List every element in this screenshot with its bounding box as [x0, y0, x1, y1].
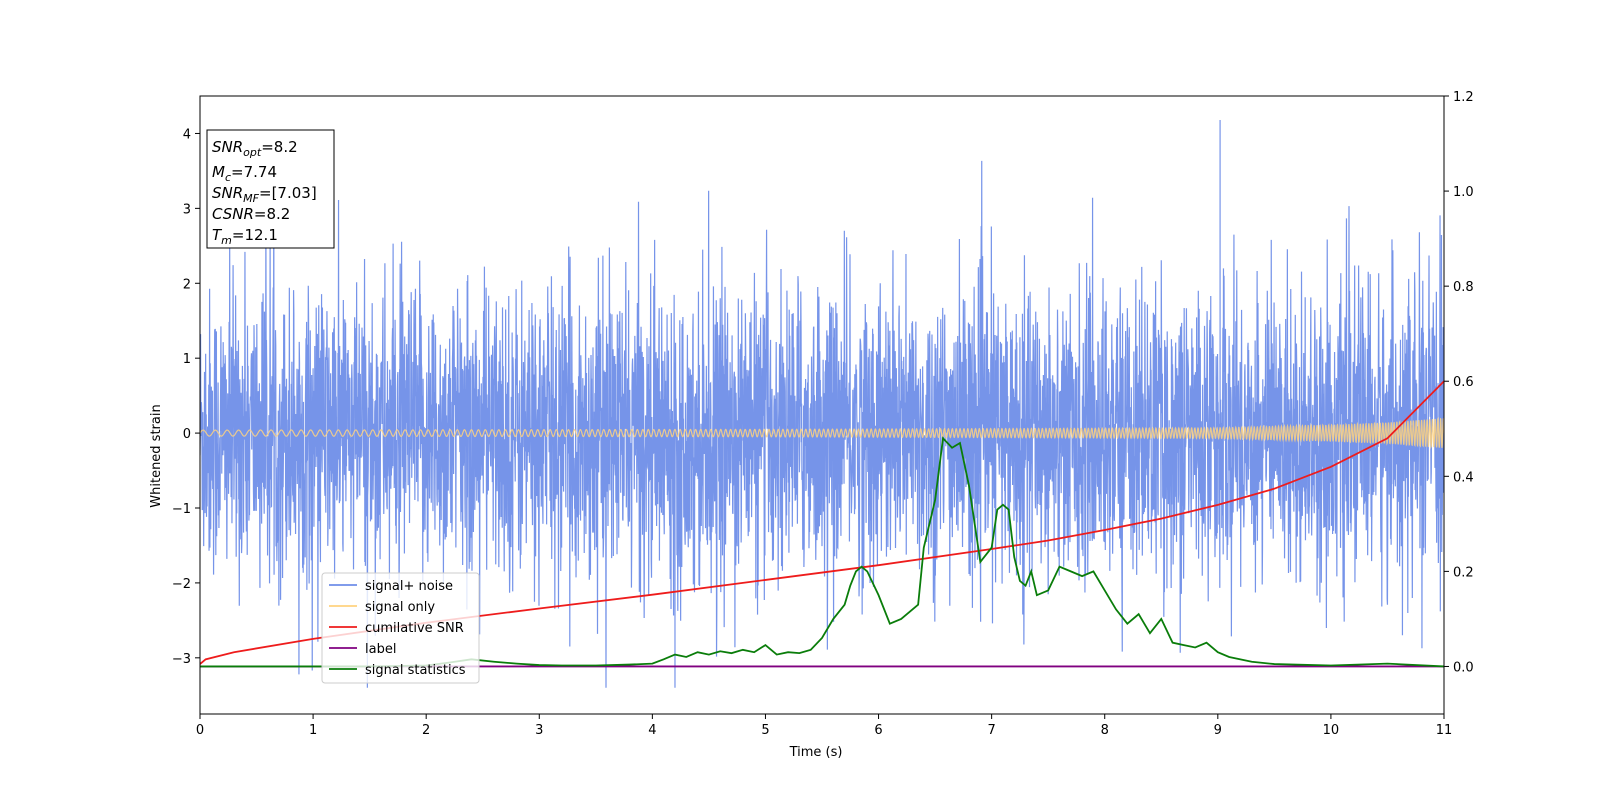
y-left-tick-label: 3 [183, 202, 191, 217]
x-tick-label: 8 [1101, 723, 1109, 738]
y-left-tick-label: 0 [183, 427, 191, 442]
plot-frame [199, 95, 1445, 715]
info-symbol: CSNR [212, 205, 254, 223]
info-subscript: c [225, 171, 231, 184]
axes: 0 1 2 3 4 5 6 7 8 9 10 11 −3 −2 −1 0 1 2 3 4 0.0 0.2 0.4 0.6 0.8… [172, 90, 1474, 738]
y-right-tick-label: 0.8 [1453, 280, 1474, 295]
info-box: SNRopt=8.2Mc=7.74SNRMF=[7.03]CSNR=8.2Tm=… [206, 129, 335, 249]
x-tick-label: 2 [422, 723, 430, 738]
y-left-tick-label: 4 [183, 127, 191, 142]
info-subscript: opt [243, 146, 262, 159]
series-signal-only [200, 416, 1444, 450]
x-tick-label: 3 [535, 723, 543, 738]
info-line: Mc=7.74 [212, 163, 277, 184]
info-line: SNRopt=8.2 [212, 138, 298, 159]
info-value: =8.2 [261, 138, 297, 156]
y-left-tick-label: −2 [172, 577, 191, 592]
x-tick-label: 1 [309, 723, 317, 738]
y-left-tick-label: 1 [183, 352, 191, 367]
info-symbol: M [212, 163, 225, 181]
legend-label: signal statistics [365, 663, 466, 678]
info-subscript: MF [243, 192, 259, 205]
info-value: =7.74 [231, 163, 277, 181]
info-subscript: m [221, 234, 232, 247]
y-right-tick-label: 1.2 [1453, 90, 1474, 105]
legend-label: label [365, 642, 396, 657]
info-box-frame [206, 129, 335, 249]
y-left-tick-label: −3 [172, 652, 191, 667]
x-tick-label: 7 [987, 723, 995, 738]
info-value: =[7.03] [259, 184, 317, 202]
info-symbol: SNR [212, 184, 243, 202]
series-signal-statistics [200, 436, 1444, 668]
x-tick-label: 4 [648, 723, 656, 738]
x-tick-label: 5 [761, 723, 769, 738]
y-right-tick-label: 1.0 [1453, 185, 1474, 200]
x-tick-label: 0 [196, 723, 204, 738]
info-value: =8.2 [254, 205, 290, 223]
x-tick-label: 9 [1214, 723, 1222, 738]
x-tick-label: 10 [1323, 723, 1340, 738]
info-symbol: T [212, 226, 223, 244]
info-line: Tm=12.1 [212, 226, 278, 247]
info-value: =12.1 [232, 226, 278, 244]
y-axis-label: Whitened strain [149, 404, 164, 507]
y-left-tick-label: −1 [172, 502, 191, 517]
y-right-tick-label: 0.2 [1453, 565, 1474, 580]
info-line: SNRMF=[7.03] [212, 184, 317, 205]
x-axis-label: Time (s) [789, 745, 843, 760]
legend: signal+ noise signal only cumilative SNR la… [321, 572, 480, 684]
x-tick-label: 6 [874, 723, 882, 738]
y-right-tick-label: 0.6 [1453, 375, 1474, 390]
info-line: CSNR=8.2 [212, 205, 290, 223]
legend-box [321, 572, 480, 684]
y-right-tick-label: 0.4 [1453, 470, 1474, 485]
series-cumulative-snr [200, 380, 1444, 665]
legend-label: signal only [365, 600, 435, 615]
y-right-tick-label: 0.0 [1453, 660, 1474, 675]
series-signal-noise [200, 119, 1444, 688]
legend-label: cumilative SNR [365, 621, 464, 636]
legend-label: signal+ noise [365, 579, 453, 594]
y-left-tick-label: 2 [183, 277, 191, 292]
x-tick-label: 11 [1436, 723, 1453, 738]
info-symbol: SNR [212, 138, 243, 156]
